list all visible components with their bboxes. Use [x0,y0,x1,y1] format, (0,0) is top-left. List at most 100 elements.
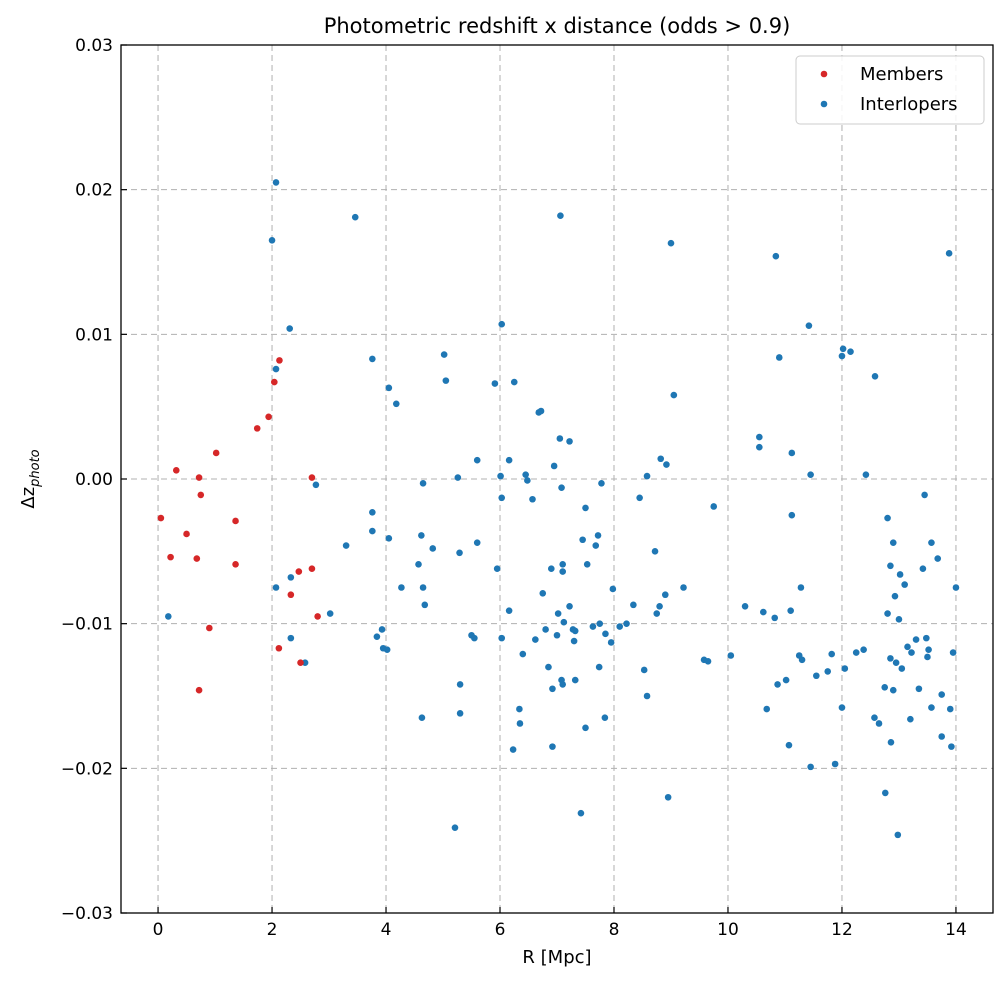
members-point [197,491,205,499]
grid-lines [121,45,993,913]
interlopers-point [656,603,663,610]
interlopers-point [419,480,427,487]
interlopers-point [904,643,911,651]
interlopers-point [623,620,630,627]
interlopers-point [556,435,564,442]
interlopers-point [643,692,651,700]
interlopers-point [272,584,280,591]
interlopers-point [301,659,309,667]
interlopers-point [429,545,437,552]
interlopers-point [577,809,585,817]
interlopers-point [442,377,450,384]
interlopers-point [787,607,794,614]
interlopers-point [369,508,376,516]
interlopers-point [385,535,393,542]
interlopers-point [756,433,763,441]
interlopers-point [895,616,903,623]
interlopers-point [887,655,894,662]
interlopers-point [326,610,334,617]
interlopers-point [287,574,295,581]
y-tick-label: −0.03 [61,904,113,924]
interlopers-point [378,626,386,633]
interlopers-point [559,568,566,575]
interlopers-point [505,456,513,464]
members-point [232,561,239,568]
interlopers-point [598,480,605,487]
interlopers-point [529,495,536,503]
interlopers-point [871,372,879,380]
interlopers-point [640,666,648,674]
interlopers-point [583,561,591,568]
interlopers-point [505,607,513,614]
interlopers-point [456,549,463,557]
interlopers-point [775,354,783,361]
interlopers-point [385,384,393,392]
interlopers-point [785,741,793,749]
interlopers-point [493,565,501,572]
interlopers-point [952,584,960,591]
members-point [297,659,304,667]
interlopers-point [383,646,391,654]
interlopers-point [532,636,539,643]
interlopers-point [451,824,459,831]
interlopers-point [545,663,552,671]
members-point [276,357,283,364]
y-axis-label-sub: photo [28,449,43,488]
interlopers-point [884,514,891,522]
interlopers-point [807,763,814,771]
interlopers-point [418,532,425,539]
interlopers-point [369,527,376,535]
interlopers-point [670,391,678,399]
y-tick-label: 0.02 [75,181,113,201]
interlopers-point [570,637,578,645]
members-point [275,644,283,652]
scatter-points [157,179,960,839]
interlopers-point [473,539,481,546]
interlopers-point [516,720,524,727]
legend-box [795,55,985,125]
interlopers-point [616,623,623,630]
interlopers-point [509,746,517,753]
interlopers-point [497,472,504,480]
members-point [172,467,180,474]
interlopers-point [782,676,790,684]
interlopers-point [643,472,651,480]
interlopers-point [539,589,547,597]
interlopers-point [760,608,767,616]
interlopers-point [491,380,499,387]
interlopers-point [601,714,609,721]
interlopers-point [596,620,604,627]
interlopers-point [373,633,381,640]
interlopers-point [498,634,506,642]
interlopers-point [945,250,953,257]
members-point [265,413,272,421]
interlopers-point [418,714,426,721]
interlopers-point [522,471,529,478]
interlopers-point [798,656,806,664]
interlopers-point [287,634,295,642]
interlopers-point [831,760,839,768]
members-point [193,555,201,562]
interlopers-point [272,365,280,373]
interlopers-point [862,471,870,478]
interlopers-point [841,665,849,672]
interlopers-point [756,443,763,451]
x-tick-label: 2 [267,920,278,940]
interlopers-point [549,743,556,750]
interlopers-point [524,477,531,484]
legend-label-members: Members [860,64,943,85]
interlopers-point [860,646,867,654]
interlopers-point [566,603,573,610]
interlopers-point [838,704,846,711]
members-point [167,553,174,561]
legend: Members Interlopers [795,55,985,125]
interlopers-point [272,179,280,186]
members-point [195,474,203,481]
interlopers-point [805,322,813,329]
interlopers-point [763,705,771,713]
interlopers-point [582,724,589,732]
interlopers-point [921,491,928,499]
members-point [287,591,295,599]
interlopers-point [454,474,462,481]
interlopers-point [595,663,603,671]
